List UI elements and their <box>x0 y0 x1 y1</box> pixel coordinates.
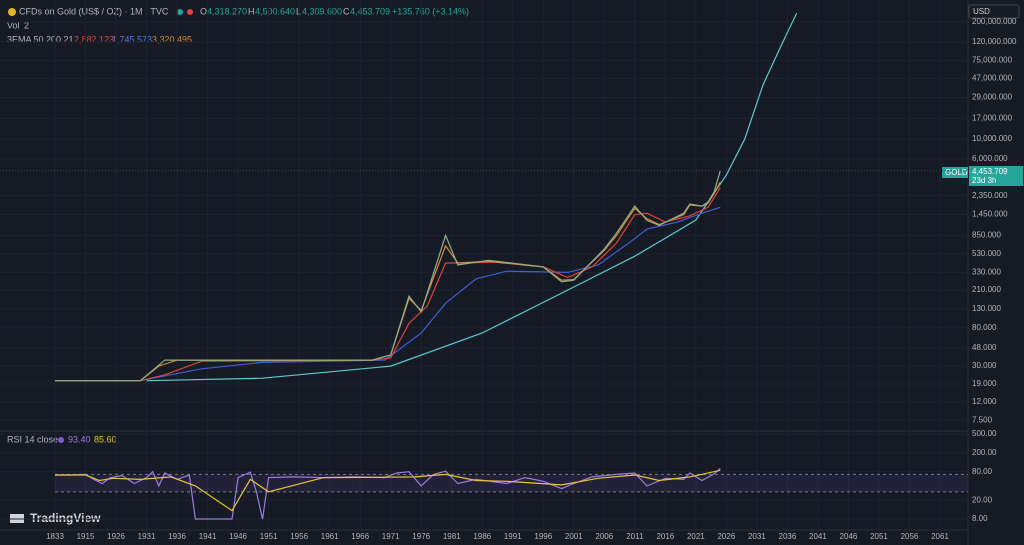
ohlc-value: 4,309.600 <box>302 6 342 16</box>
x-tick-label: 2056 <box>901 532 919 541</box>
rsi-band-fill <box>55 474 968 492</box>
symbol-tag-text: GOLD <box>945 168 968 177</box>
ohlc-value: 4,500.640 <box>255 6 295 16</box>
x-tick-label: 1981 <box>443 532 461 541</box>
series-line <box>55 206 721 382</box>
x-tick-label: 2026 <box>717 532 735 541</box>
ohlc-change: +135.760 (+3.14%) <box>392 6 469 16</box>
x-tick-label: 1946 <box>229 532 247 541</box>
series-line <box>55 170 721 382</box>
rsi-icon <box>58 437 64 443</box>
ohlc-key: O <box>200 6 207 16</box>
y-tick-label: 500.00 <box>972 429 997 438</box>
rsi-value: 93.40 <box>68 434 91 444</box>
y-tick-label: 530.000 <box>972 249 1001 258</box>
y-tick-label: 17,000.000 <box>972 113 1013 122</box>
x-tick-label: 2061 <box>931 532 949 541</box>
vol-value: 2 <box>24 20 29 30</box>
rsi-ma-value: 85.60 <box>94 434 117 444</box>
ema-value: 3,320.495 <box>152 34 192 44</box>
x-tick-label: 1961 <box>321 532 339 541</box>
rsi-label[interactable]: RSI 14 close <box>7 434 58 444</box>
x-tick-label: 1931 <box>138 532 156 541</box>
currency-button[interactable] <box>968 4 1020 19</box>
y-tick-label: 30.000 <box>972 361 997 370</box>
symbol-tag <box>942 167 968 178</box>
ema-value: 2,882.123 <box>74 34 114 44</box>
x-tick-label: 1915 <box>77 532 95 541</box>
series-line <box>55 469 721 512</box>
x-tick-label: 1996 <box>534 532 552 541</box>
y-tick-label: 210.000 <box>972 285 1001 294</box>
x-tick-label: 1941 <box>199 532 217 541</box>
x-tick-label: 2006 <box>595 532 613 541</box>
y-tick-label: 1,450.000 <box>972 210 1008 219</box>
y-tick-label: 20.00 <box>972 495 993 504</box>
y-tick-label: 6,000.000 <box>972 154 1008 163</box>
x-tick-label: 1956 <box>290 532 308 541</box>
y-tick-label: 130.000 <box>972 304 1001 313</box>
ema-label[interactable]: 3EMA 50 200 21 <box>7 34 74 44</box>
y-tick-label: 2,350.000 <box>972 191 1008 200</box>
x-tick-label: 1951 <box>260 532 278 541</box>
y-tick-label: 200,000.000 <box>972 17 1017 26</box>
y-tick-label: 8.00 <box>972 514 988 523</box>
ohlc-key: L <box>296 6 301 16</box>
x-tick-label: 1833 <box>46 532 64 541</box>
x-tick-label: 1976 <box>412 532 430 541</box>
y-tick-label: 850.000 <box>972 231 1001 240</box>
x-tick-label: 2031 <box>748 532 766 541</box>
currency-label[interactable]: USD <box>973 7 990 16</box>
ohlc-key: C <box>343 6 350 16</box>
y-tick-label: 29,000.000 <box>972 93 1013 102</box>
y-tick-label: 75,000.000 <box>972 55 1013 64</box>
countdown: 23d 3h <box>972 176 996 185</box>
price-tag <box>969 166 1023 186</box>
ohlc-value: 4,318.270 <box>207 6 247 16</box>
ema-value: 1,745.573 <box>112 34 152 44</box>
y-tick-label: 330.000 <box>972 268 1001 277</box>
series-line <box>146 13 798 382</box>
ohlc-key: H <box>248 6 255 16</box>
x-tick-label: 2036 <box>779 532 797 541</box>
y-tick-label: 120,000.000 <box>972 37 1017 46</box>
y-tick-label: 47,000.000 <box>972 74 1013 83</box>
ohlc: O 4,318.270 H 4,500.640 L 4,309.600 C 4,… <box>200 6 469 16</box>
x-tick-label: 1991 <box>504 532 522 541</box>
y-tick-label: 12.000 <box>972 397 997 406</box>
status-dot <box>187 9 193 15</box>
x-tick-label: 2016 <box>656 532 674 541</box>
y-tick-label: 19.000 <box>972 379 997 388</box>
x-tick-label: 2051 <box>870 532 888 541</box>
y-tick-label: 80.00 <box>972 467 993 476</box>
y-tick-label: 48.000 <box>972 343 997 352</box>
status-dot <box>177 9 183 15</box>
x-tick-label: 2011 <box>626 532 644 541</box>
x-tick-label: 1926 <box>107 532 125 541</box>
y-tick-label: 7.500 <box>972 415 993 424</box>
x-tick-label: 2041 <box>809 532 827 541</box>
x-tick-label: 1966 <box>351 532 369 541</box>
x-tick-label: 1986 <box>473 532 491 541</box>
symbol-icon <box>8 8 16 16</box>
ohlc-value: 4,453.709 <box>350 6 390 16</box>
x-tick-label: 2021 <box>687 532 705 541</box>
x-tick-label: 2001 <box>565 532 583 541</box>
y-tick-label: 80.000 <box>972 323 997 332</box>
logo-text[interactable]: TradingView <box>30 511 101 525</box>
vol-label[interactable]: Vol <box>7 20 20 30</box>
x-tick-label: 2046 <box>840 532 858 541</box>
x-tick-label: 1971 <box>382 532 400 541</box>
y-tick-label: 10,000.000 <box>972 134 1013 143</box>
price-tag-text: 4,453.709 <box>972 167 1008 176</box>
y-tick-label: 200.00 <box>972 448 997 457</box>
symbol-title[interactable]: CFDs on Gold (US$ / OZ) · 1M · TVC <box>19 6 169 16</box>
x-tick-label: 1936 <box>168 532 186 541</box>
